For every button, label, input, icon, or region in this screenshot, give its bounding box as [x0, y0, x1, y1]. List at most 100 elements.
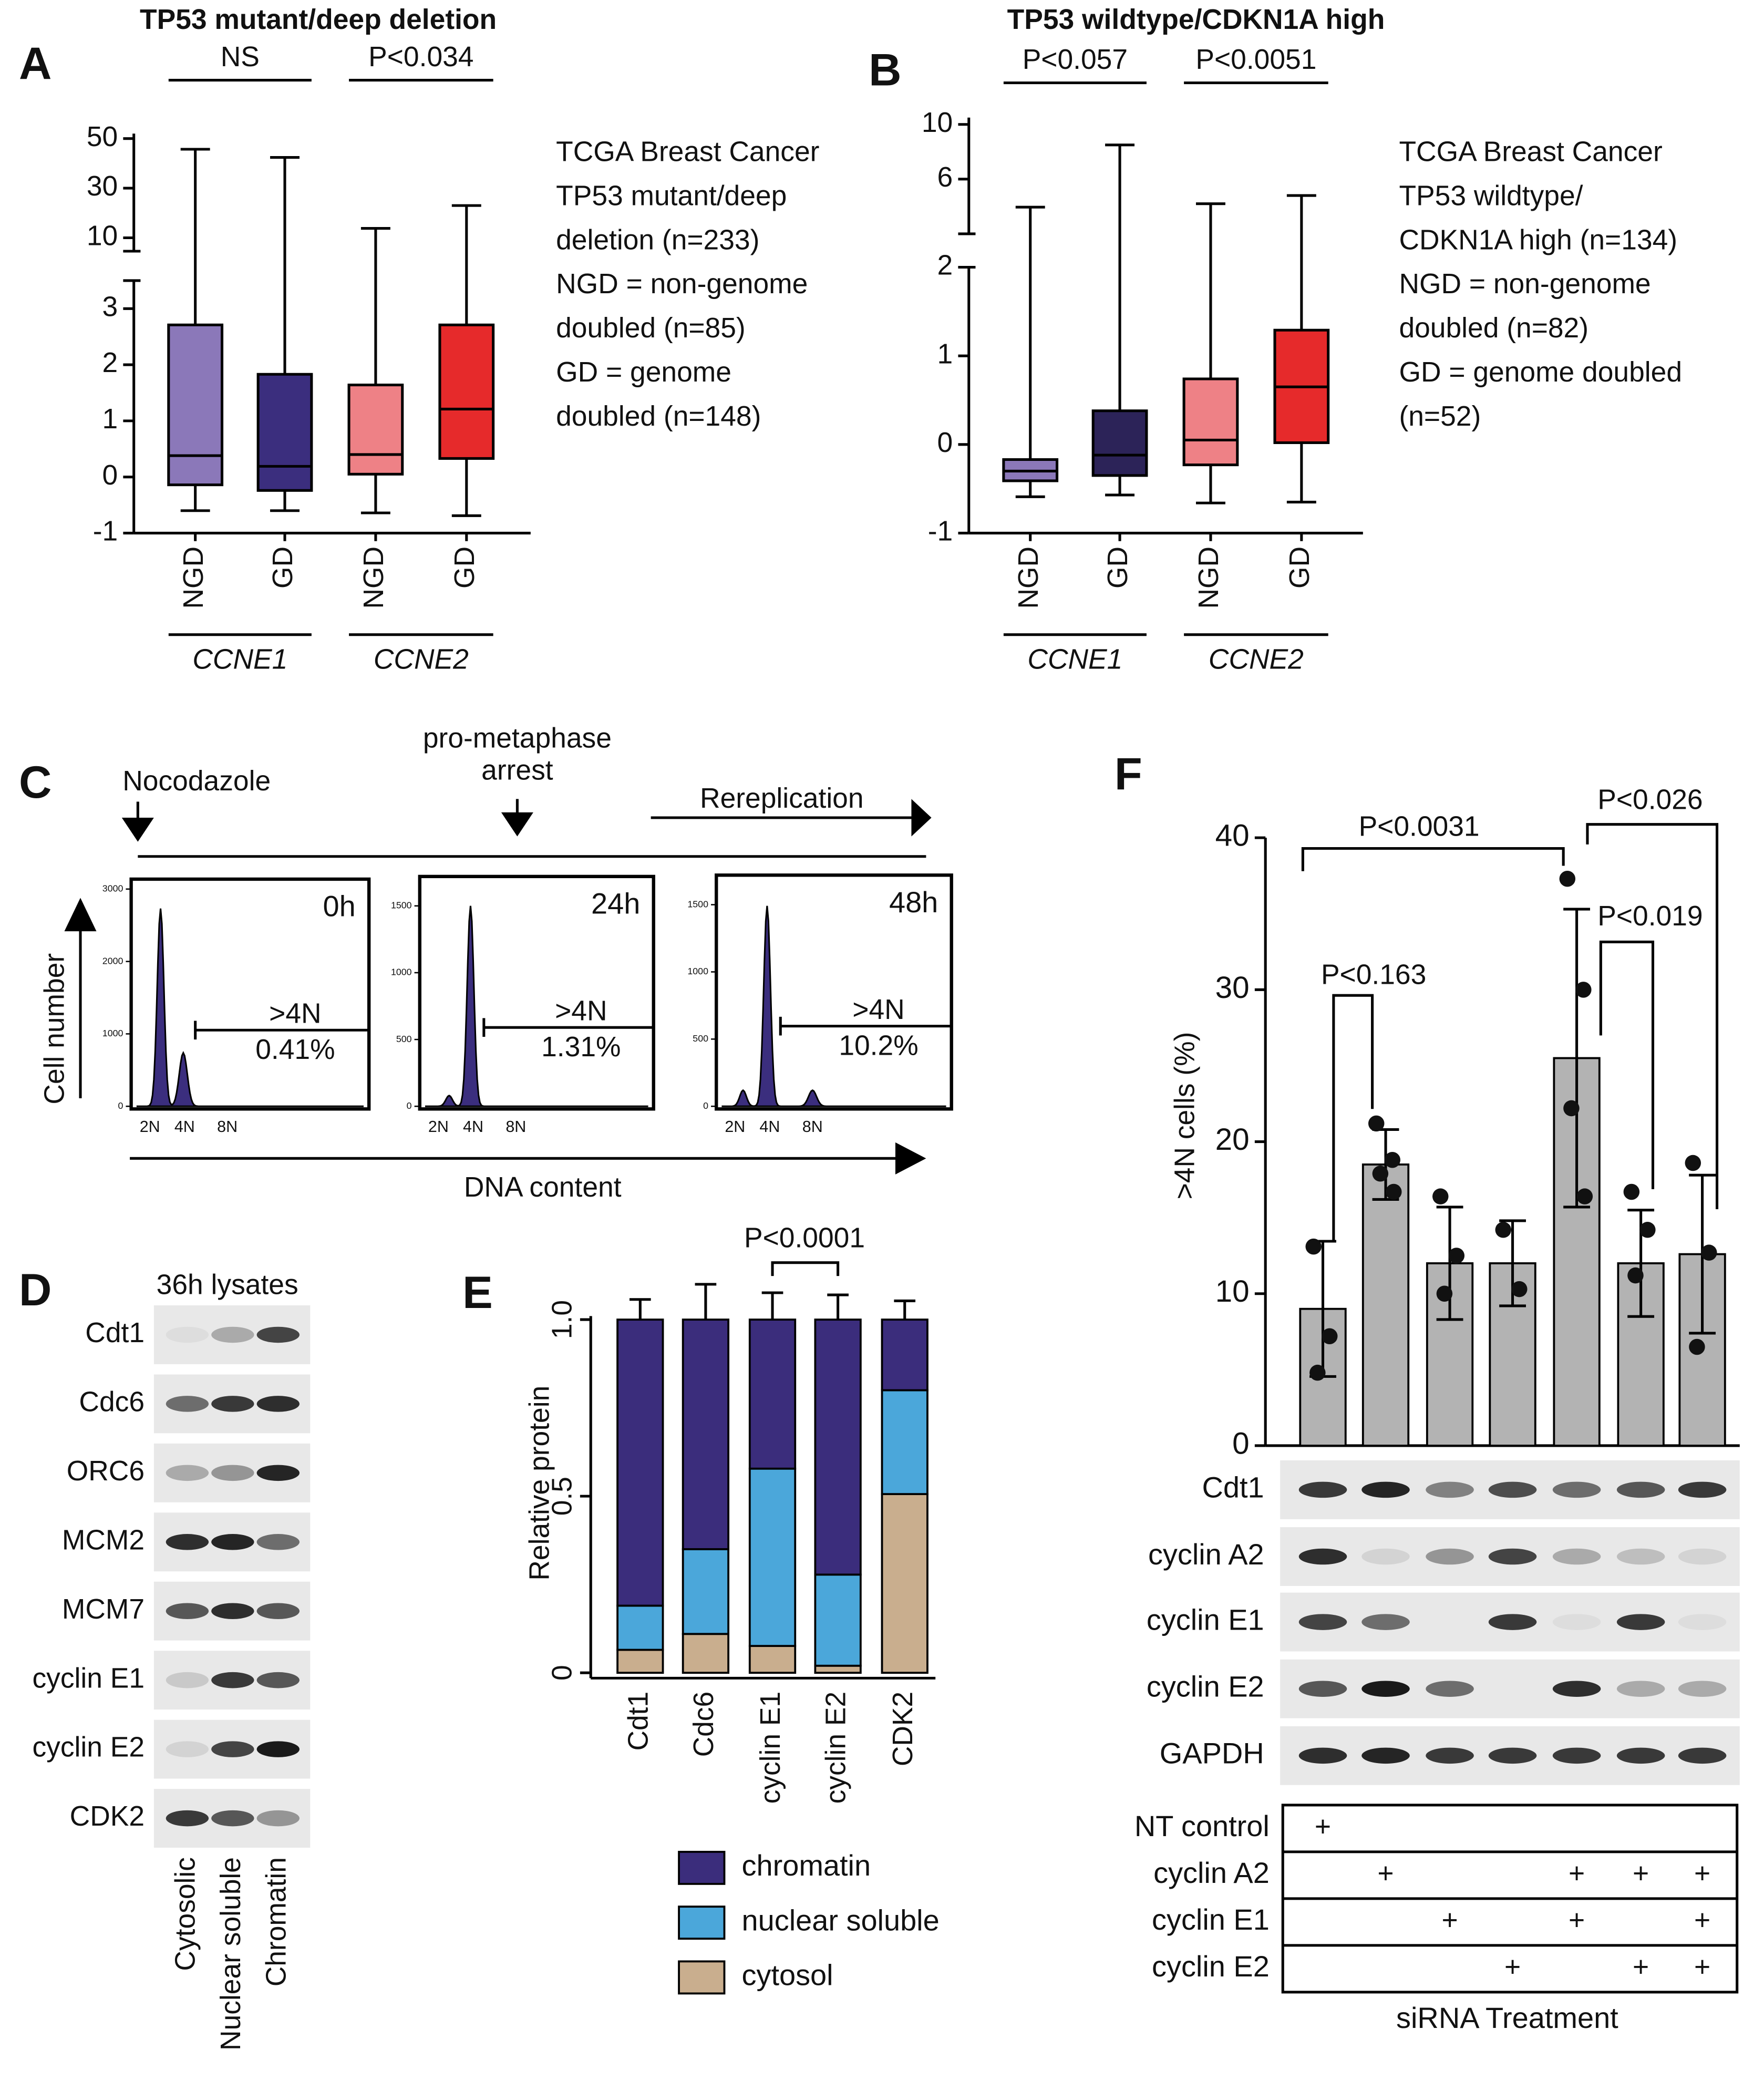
row-label: cyclin E1 [32, 1663, 145, 1694]
blot-band [256, 1326, 300, 1343]
group-label: CCNE1 [192, 644, 287, 675]
y-tick-label: 0 [102, 460, 118, 491]
y-tick-label: 10 [922, 107, 953, 138]
significance-bracket [771, 1261, 840, 1276]
axis-label: Cell number [39, 953, 70, 1105]
bar-segment [616, 1604, 664, 1651]
legend-text: GD = genome [556, 357, 731, 388]
panel-letter: C [19, 757, 51, 808]
histogram [136, 908, 364, 1107]
box [438, 323, 495, 460]
y-tick-label: 2 [937, 250, 953, 281]
column-label: Chromatin [261, 1857, 292, 1986]
box [347, 384, 404, 476]
y-tick-label: 0 [546, 1665, 577, 1681]
blot-band [1361, 1747, 1410, 1764]
y-tick-label: 500 [396, 1034, 412, 1044]
blot-band [1552, 1614, 1601, 1630]
gate-value: 10.2% [839, 1030, 918, 1061]
blot-band [1426, 1747, 1474, 1764]
legend-text: TCGA Breast Cancer [1399, 136, 1662, 167]
blot-band [1361, 1548, 1410, 1565]
bar-segment [814, 1319, 862, 1576]
legend-text: deletion (n=233) [556, 224, 759, 255]
blot-band [211, 1326, 254, 1343]
data-point [1639, 1222, 1656, 1238]
y-tick-label: 3 [102, 291, 118, 322]
legend-label: nuclear soluble [742, 1903, 940, 1937]
y-tick-label: -1 [928, 516, 953, 547]
x-tick-label: GD [267, 547, 298, 589]
p-value: P<0.0051 [1195, 44, 1316, 75]
legend-text: TP53 mutant/deep [556, 180, 787, 211]
y-tick-label: -1 [93, 516, 118, 547]
blot-band [256, 1810, 300, 1827]
blot-band [1298, 1614, 1347, 1630]
y-tick-label: 1.0 [546, 1300, 577, 1339]
box [167, 323, 224, 487]
data-point [1436, 1285, 1453, 1302]
panel-letter: E [462, 1268, 493, 1318]
row-label: cyclin E1 [1147, 1603, 1264, 1636]
blot-band [1488, 1747, 1537, 1764]
significance-bracket [1586, 823, 1719, 1209]
bar-segment [748, 1645, 797, 1674]
blot-band [1552, 1747, 1601, 1764]
gate-label: >4N [269, 998, 321, 1029]
bar-segment [881, 1389, 929, 1496]
annotation: pro-metaphase [423, 723, 612, 754]
blot-band [1616, 1614, 1665, 1630]
blot-band [256, 1741, 300, 1757]
x-tick-label: GD [1102, 547, 1133, 589]
data-point [1386, 1183, 1402, 1200]
x-tick-label: NGD [178, 547, 209, 609]
p-value: P<0.0031 [1359, 811, 1480, 842]
blot-band [166, 1603, 209, 1619]
y-tick-label: 40 [1215, 819, 1250, 853]
panel-letter: D [19, 1265, 51, 1315]
time-label: 0h [323, 890, 356, 923]
blot-band [166, 1672, 209, 1688]
significance-bracket [1332, 994, 1374, 1243]
x-tick-label: NGD [1013, 547, 1044, 609]
data-point [1559, 870, 1576, 887]
x-tick-label: GD [1284, 547, 1315, 589]
y-tick-label: 1 [102, 404, 118, 435]
data-point [1448, 1248, 1465, 1264]
gate-label: >4N [852, 994, 904, 1025]
blot-band [1678, 1614, 1727, 1630]
legend-text: GD = genome doubled [1399, 357, 1682, 388]
blot-band [256, 1603, 300, 1619]
row-label: MCM2 [62, 1525, 145, 1556]
legend-label: cytosol [742, 1959, 833, 1992]
data-point [1575, 982, 1592, 998]
legend-swatch [678, 1850, 726, 1885]
group-label: CCNE2 [1209, 644, 1304, 675]
y-tick-label: 2 [102, 347, 118, 378]
annotation: Nocodazole [122, 766, 271, 797]
y-tick-label: 500 [693, 1033, 708, 1044]
y-tick-label: 2000 [102, 955, 123, 966]
y-tick-label: 0 [1232, 1426, 1250, 1460]
data-point [1627, 1267, 1644, 1284]
blot-band [211, 1672, 254, 1688]
y-tick-label: 1500 [391, 900, 412, 911]
legend-text: NGD = non-genome [1399, 269, 1650, 300]
table-title: siRNA Treatment [1396, 2001, 1618, 2034]
box [256, 373, 313, 492]
legend-text: CDKN1A high (n=134) [1399, 224, 1677, 255]
row-label: cyclin E2 [1147, 1670, 1264, 1703]
row-label: NT control [1134, 1809, 1270, 1842]
p-value: P<0.019 [1597, 901, 1703, 932]
y-tick-label: 1000 [391, 967, 412, 977]
row-label: Cdc6 [79, 1387, 145, 1418]
y-tick-label: 0 [703, 1100, 708, 1111]
row-label: Cdt1 [1202, 1471, 1264, 1504]
box [1182, 377, 1239, 467]
y-tick-label: 10 [87, 221, 118, 252]
group-label: CCNE1 [1027, 644, 1122, 675]
y-tick-label: 0 [937, 427, 953, 458]
bar-segment [682, 1548, 730, 1635]
p-value: NS [221, 42, 260, 73]
bar-segment [748, 1467, 797, 1647]
